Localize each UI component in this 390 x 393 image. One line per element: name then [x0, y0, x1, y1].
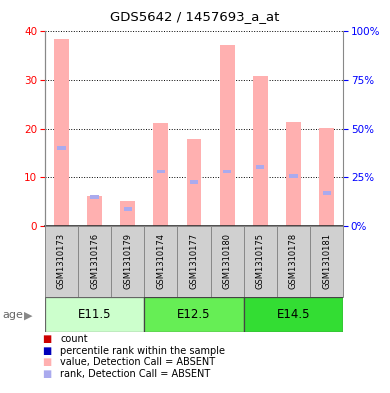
Bar — [90, 195, 99, 199]
Bar — [244, 226, 277, 297]
Bar — [78, 226, 111, 297]
Text: GSM1310175: GSM1310175 — [256, 233, 265, 289]
Bar — [144, 297, 244, 332]
Text: GSM1310178: GSM1310178 — [289, 233, 298, 289]
Text: GSM1310174: GSM1310174 — [156, 233, 165, 289]
Bar — [186, 140, 202, 226]
Bar — [286, 122, 301, 226]
Text: GSM1310179: GSM1310179 — [123, 233, 132, 289]
Text: ■: ■ — [42, 369, 51, 379]
Bar — [144, 226, 177, 297]
Text: E11.5: E11.5 — [78, 308, 111, 321]
Text: E12.5: E12.5 — [177, 308, 211, 321]
Text: GDS5642 / 1457693_a_at: GDS5642 / 1457693_a_at — [110, 10, 280, 23]
Bar — [124, 207, 132, 211]
Text: GSM1310177: GSM1310177 — [190, 233, 199, 289]
Bar — [87, 196, 102, 226]
Bar — [157, 169, 165, 173]
Bar — [319, 128, 334, 226]
Bar — [111, 226, 144, 297]
Text: percentile rank within the sample: percentile rank within the sample — [60, 345, 225, 356]
Text: ▶: ▶ — [24, 310, 32, 320]
Bar — [190, 180, 198, 184]
Bar — [45, 297, 144, 332]
Bar — [223, 169, 231, 173]
Text: GSM1310176: GSM1310176 — [90, 233, 99, 289]
Text: GSM1310181: GSM1310181 — [322, 233, 331, 289]
Text: value, Detection Call = ABSENT: value, Detection Call = ABSENT — [60, 357, 216, 367]
Text: ■: ■ — [42, 334, 51, 344]
Bar — [220, 45, 235, 226]
Text: ■: ■ — [42, 345, 51, 356]
Bar — [153, 123, 168, 226]
Bar — [211, 226, 244, 297]
Text: rank, Detection Call = ABSENT: rank, Detection Call = ABSENT — [60, 369, 211, 379]
Bar — [244, 297, 343, 332]
Text: E14.5: E14.5 — [277, 308, 310, 321]
Bar — [253, 76, 268, 226]
Bar — [277, 226, 310, 297]
Bar — [57, 146, 66, 150]
Bar — [120, 201, 135, 226]
Bar — [310, 226, 343, 297]
Text: ■: ■ — [42, 357, 51, 367]
Text: age: age — [2, 310, 23, 320]
Bar — [256, 165, 264, 169]
Bar — [54, 39, 69, 226]
Text: count: count — [60, 334, 88, 344]
Bar — [289, 174, 298, 178]
Bar — [323, 191, 331, 195]
Bar — [177, 226, 211, 297]
Bar — [45, 226, 78, 297]
Text: GSM1310173: GSM1310173 — [57, 233, 66, 289]
Text: GSM1310180: GSM1310180 — [223, 233, 232, 289]
